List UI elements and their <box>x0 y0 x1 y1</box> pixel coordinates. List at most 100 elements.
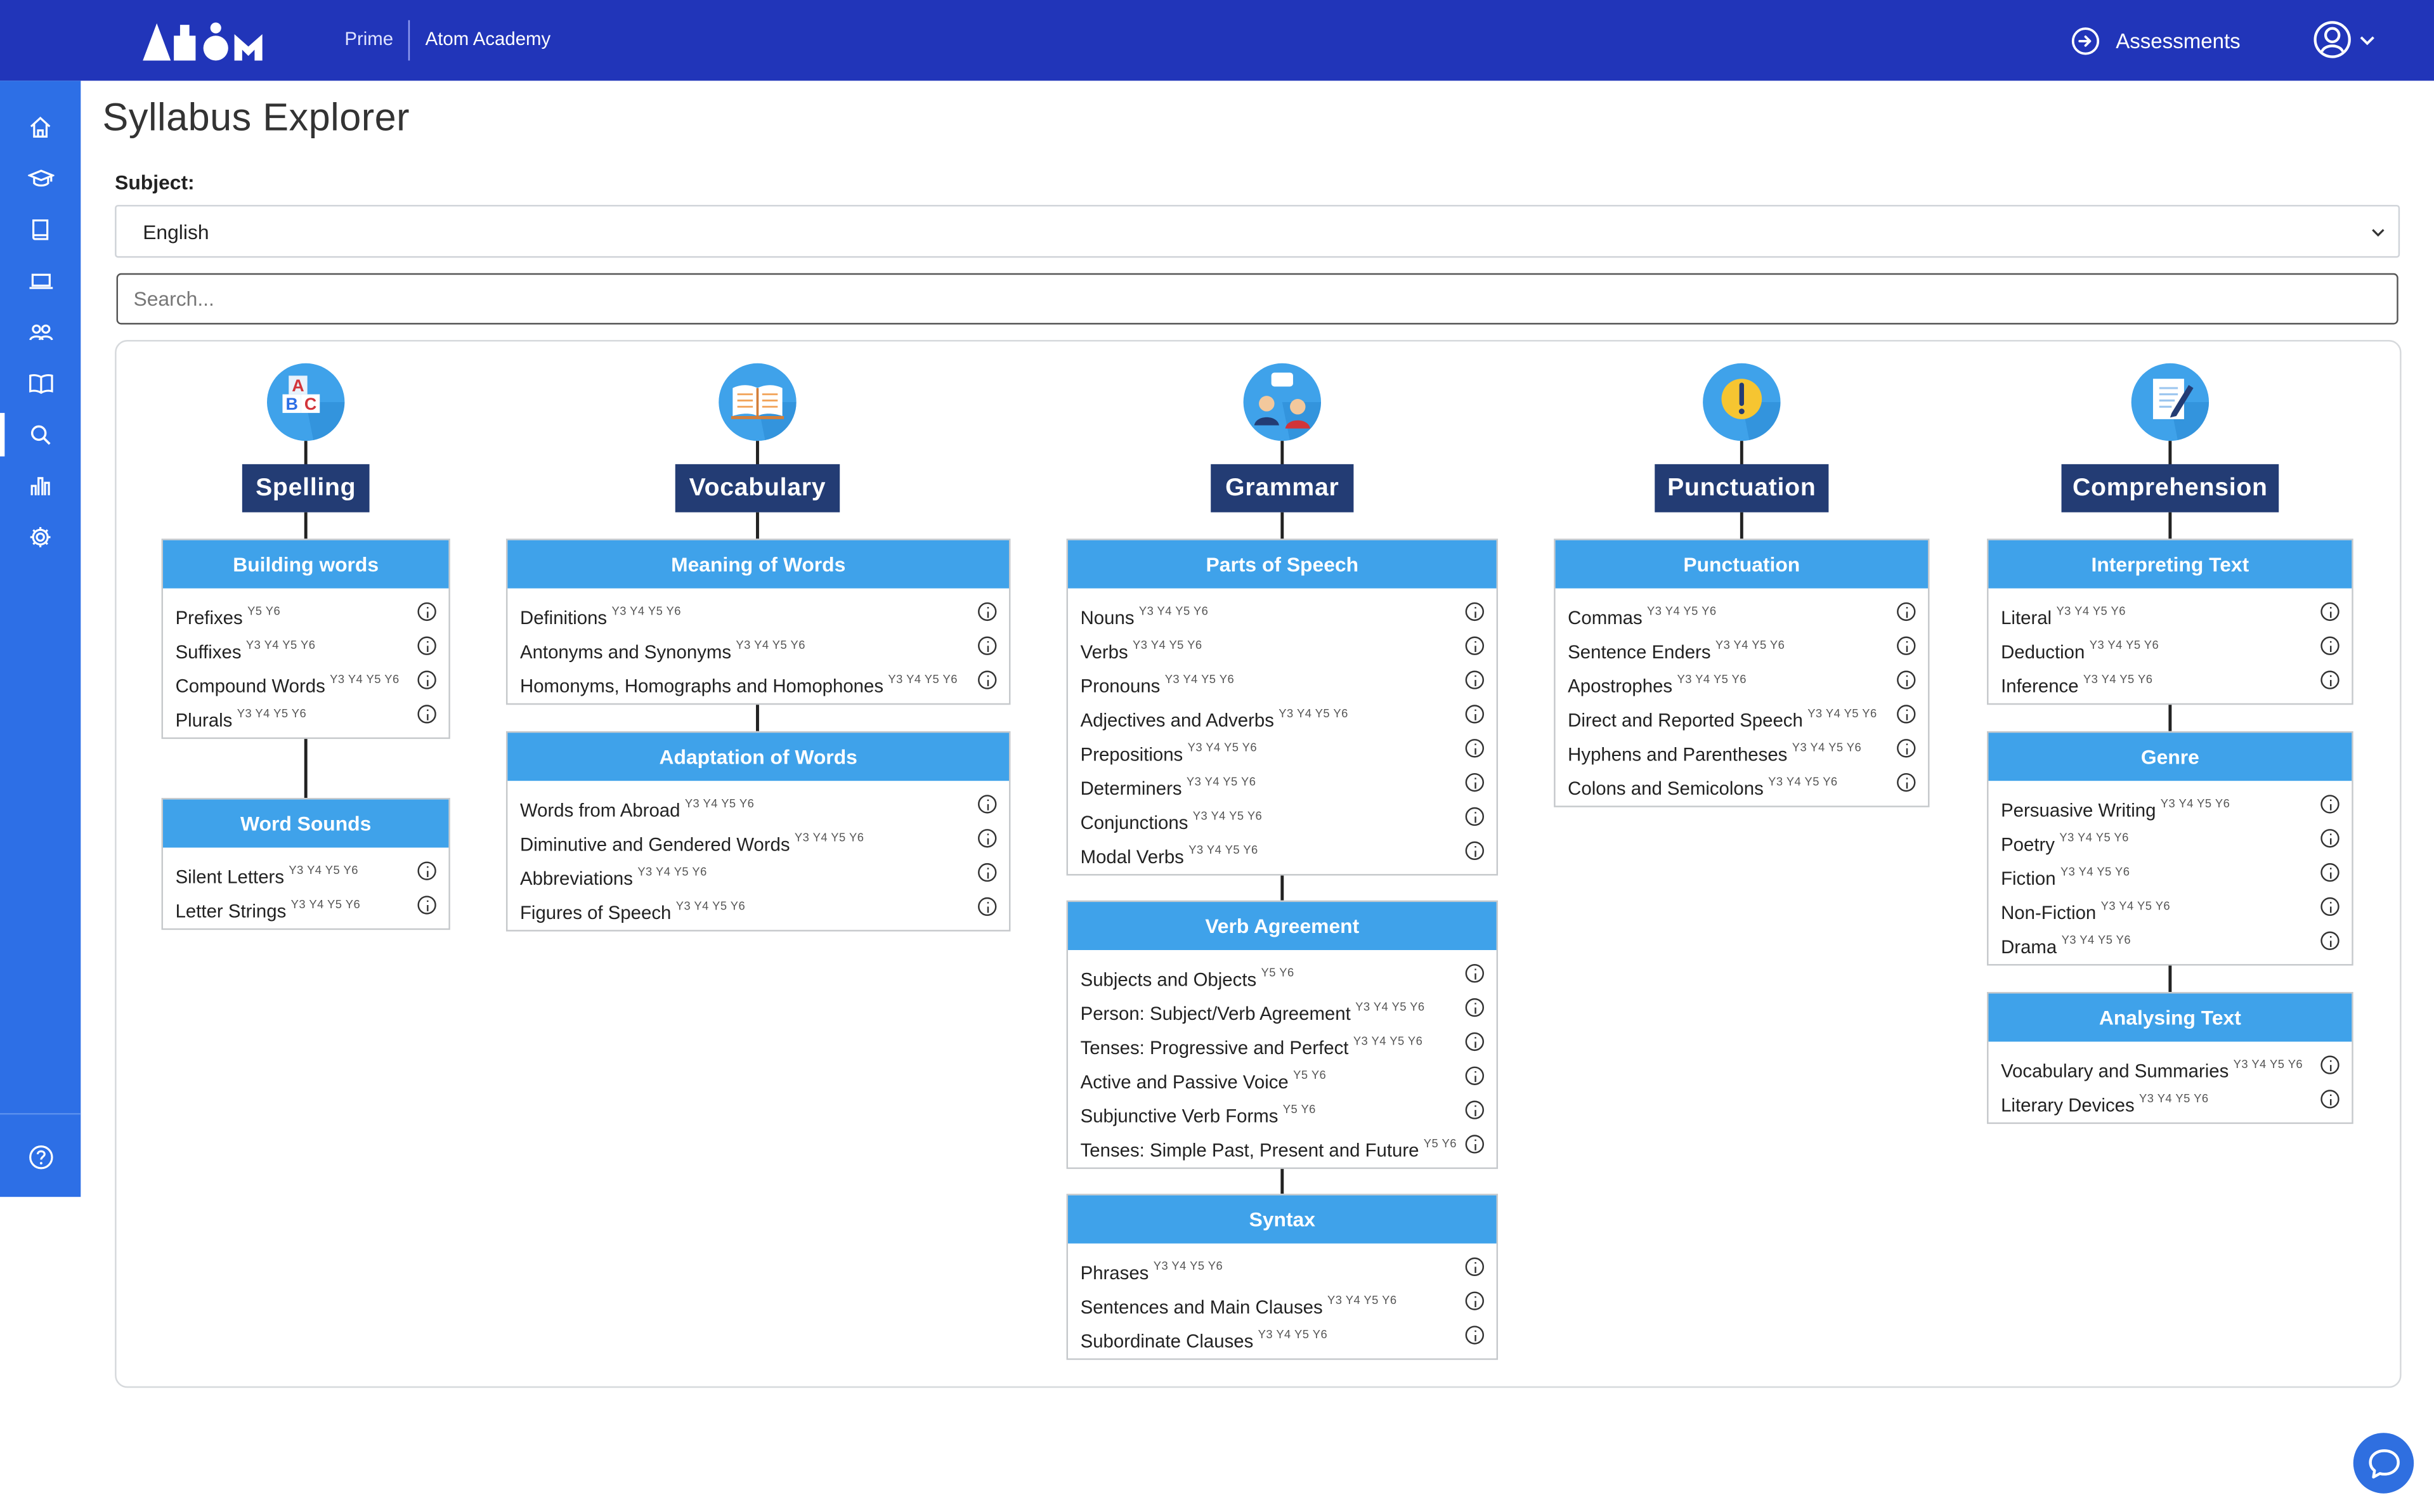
topic-item[interactable]: Vocabulary and Summaries Y3 Y4 Y5 Y6 <box>1989 1048 2352 1082</box>
info-icon[interactable] <box>417 861 436 880</box>
info-icon[interactable] <box>2320 1055 2340 1074</box>
sidebar-item-settings[interactable] <box>0 516 81 559</box>
topic-item[interactable]: Figures of Speech Y3 Y4 Y5 Y6 <box>507 890 1009 923</box>
subject-select[interactable]: English <box>115 205 2400 258</box>
topic-item[interactable]: Sentences and Main Clauses Y3 Y4 Y5 Y6 <box>1068 1284 1497 1318</box>
topic-item[interactable]: Nouns Y3 Y4 Y5 Y6 <box>1068 594 1497 629</box>
sidebar-item-courses[interactable] <box>0 157 81 200</box>
info-icon[interactable] <box>1465 1135 1485 1154</box>
info-icon[interactable] <box>1465 772 1485 792</box>
info-icon[interactable] <box>978 602 997 622</box>
info-icon[interactable] <box>1465 670 1485 689</box>
info-icon[interactable] <box>1897 705 1916 724</box>
info-icon[interactable] <box>1465 705 1485 724</box>
topic-item[interactable]: Words from Abroad Y3 Y4 Y5 Y6 <box>507 787 1009 821</box>
search-input[interactable] <box>116 273 2398 325</box>
info-icon[interactable] <box>2320 1090 2340 1109</box>
sidebar-item-syllabus-explorer[interactable] <box>0 413 81 457</box>
info-icon[interactable] <box>417 896 436 915</box>
topic-group-header[interactable]: Analysing Text <box>1988 993 2352 1042</box>
topic-item[interactable]: Prefixes Y5 Y6 <box>163 594 448 629</box>
topic-group-header[interactable]: Parts of Speech <box>1068 540 1497 589</box>
info-icon[interactable] <box>978 795 997 814</box>
topic-item[interactable]: Inference Y3 Y4 Y5 Y6 <box>1989 663 2352 697</box>
info-icon[interactable] <box>1465 1066 1485 1085</box>
topic-group-header[interactable]: Interpreting Text <box>1988 540 2352 589</box>
info-icon[interactable] <box>1465 1032 1485 1052</box>
info-icon[interactable] <box>978 829 997 848</box>
category-grammar[interactable]: Grammar <box>1211 464 1354 512</box>
sidebar-item-online[interactable] <box>0 259 81 303</box>
info-icon[interactable] <box>1897 636 1916 655</box>
nav-prime-link[interactable]: Prime <box>344 28 394 50</box>
info-icon[interactable] <box>1465 1100 1485 1119</box>
atom-logo[interactable] <box>140 18 295 62</box>
nav-atom-academy-link[interactable]: Atom Academy <box>425 28 551 50</box>
topic-item[interactable]: Subjects and Objects Y5 Y6 <box>1068 956 1497 991</box>
topic-item[interactable]: Direct and Reported Speech Y3 Y4 Y5 Y6 <box>1556 697 1928 731</box>
topic-item[interactable]: Diminutive and Gendered Words Y3 Y4 Y5 Y6 <box>507 821 1009 856</box>
topic-item[interactable]: Non-Fiction Y3 Y4 Y5 Y6 <box>1989 890 2352 923</box>
topic-item[interactable]: Literal Y3 Y4 Y5 Y6 <box>1989 594 2352 629</box>
sidebar-item-resources[interactable] <box>0 362 81 405</box>
topic-item[interactable]: Modal Verbs Y3 Y4 Y5 Y6 <box>1068 833 1497 868</box>
category-vocabulary[interactable]: Vocabulary <box>675 464 840 512</box>
topic-item[interactable]: Deduction Y3 Y4 Y5 Y6 <box>1989 629 2352 663</box>
topic-item[interactable]: Colons and Semicolons Y3 Y4 Y5 Y6 <box>1556 766 1928 800</box>
chat-button[interactable] <box>2353 1433 2414 1494</box>
assessments-button[interactable]: Assessments <box>2071 25 2241 56</box>
info-icon[interactable] <box>1465 602 1485 622</box>
topic-item[interactable]: Tenses: Simple Past, Present and Future Y… <box>1068 1127 1497 1161</box>
info-icon[interactable] <box>2320 670 2340 689</box>
topic-item[interactable]: Silent Letters Y3 Y4 Y5 Y6 <box>163 854 448 888</box>
topic-item[interactable]: Active and Passive Voice Y5 Y6 <box>1068 1059 1497 1093</box>
topic-item[interactable]: Fiction Y3 Y4 Y5 Y6 <box>1989 856 2352 890</box>
info-icon[interactable] <box>2320 829 2340 848</box>
topic-item[interactable]: Apostrophes Y3 Y4 Y5 Y6 <box>1556 663 1928 697</box>
info-icon[interactable] <box>1465 998 1485 1017</box>
sidebar-item-reports[interactable] <box>0 464 81 508</box>
info-icon[interactable] <box>978 670 997 689</box>
topic-group-header[interactable]: Punctuation <box>1555 540 1929 589</box>
info-icon[interactable] <box>2320 602 2340 622</box>
info-icon[interactable] <box>978 636 997 655</box>
info-icon[interactable] <box>1465 739 1485 758</box>
topic-item[interactable]: Person: Subject/Verb Agreement Y3 Y4 Y5 Y… <box>1068 991 1497 1024</box>
category-spelling[interactable]: Spelling <box>242 464 370 512</box>
topic-item[interactable]: Determiners Y3 Y4 Y5 Y6 <box>1068 766 1497 800</box>
info-icon[interactable] <box>978 897 997 916</box>
topic-item[interactable]: Drama Y3 Y4 Y5 Y6 <box>1989 923 2352 958</box>
info-icon[interactable] <box>1897 739 1916 758</box>
info-icon[interactable] <box>1465 636 1485 655</box>
topic-item[interactable]: Adjectives and Adverbs Y3 Y4 Y5 Y6 <box>1068 697 1497 731</box>
info-icon[interactable] <box>2320 863 2340 882</box>
topic-item[interactable]: Abbreviations Y3 Y4 Y5 Y6 <box>507 856 1009 890</box>
topic-item[interactable]: Verbs Y3 Y4 Y5 Y6 <box>1068 629 1497 663</box>
topic-item[interactable]: Sentence Enders Y3 Y4 Y5 Y6 <box>1556 629 1928 663</box>
topic-item[interactable]: Pronouns Y3 Y4 Y5 Y6 <box>1068 663 1497 697</box>
topic-group-header[interactable]: Word Sounds <box>163 799 449 848</box>
topic-item[interactable]: Literary Devices Y3 Y4 Y5 Y6 <box>1989 1082 2352 1116</box>
info-icon[interactable] <box>978 863 997 882</box>
info-icon[interactable] <box>1465 807 1485 826</box>
topic-item[interactable]: Definitions Y3 Y4 Y5 Y6 <box>507 594 1009 629</box>
topic-item[interactable]: Compound Words Y3 Y4 Y5 Y6 <box>163 663 448 697</box>
topic-item[interactable]: Conjunctions Y3 Y4 Y5 Y6 <box>1068 800 1497 833</box>
info-icon[interactable] <box>1465 841 1485 861</box>
topic-group-header[interactable]: Adaptation of Words <box>507 733 1010 781</box>
info-icon[interactable] <box>1465 1326 1485 1345</box>
sidebar-item-library[interactable] <box>0 208 81 252</box>
sidebar-item-help[interactable] <box>0 1135 81 1178</box>
sidebar-item-students[interactable] <box>0 311 81 355</box>
topic-group-header[interactable]: Meaning of Words <box>507 540 1010 589</box>
info-icon[interactable] <box>1897 602 1916 622</box>
topic-item[interactable]: Homonyms, Homographs and Homophones Y3 Y4… <box>507 663 1009 697</box>
topic-item[interactable]: Commas Y3 Y4 Y5 Y6 <box>1556 594 1928 629</box>
topic-item[interactable]: Suffixes Y3 Y4 Y5 Y6 <box>163 629 448 663</box>
info-icon[interactable] <box>1897 772 1916 792</box>
info-icon[interactable] <box>417 670 436 689</box>
sidebar-item-home[interactable] <box>0 105 81 149</box>
topic-item[interactable]: Plurals Y3 Y4 Y5 Y6 <box>163 697 448 731</box>
info-icon[interactable] <box>1465 1291 1485 1310</box>
topic-item[interactable]: Persuasive Writing Y3 Y4 Y5 Y6 <box>1989 787 2352 821</box>
